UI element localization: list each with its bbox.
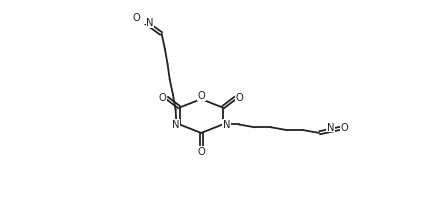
- Text: O: O: [197, 91, 205, 101]
- Text: O: O: [132, 13, 140, 23]
- Text: O: O: [236, 92, 243, 102]
- Text: O: O: [341, 122, 348, 132]
- Text: N: N: [146, 18, 154, 28]
- Text: N: N: [223, 120, 230, 130]
- Text: O: O: [197, 147, 205, 157]
- Text: N: N: [327, 122, 334, 132]
- Text: N: N: [172, 120, 179, 130]
- Text: O: O: [159, 92, 166, 102]
